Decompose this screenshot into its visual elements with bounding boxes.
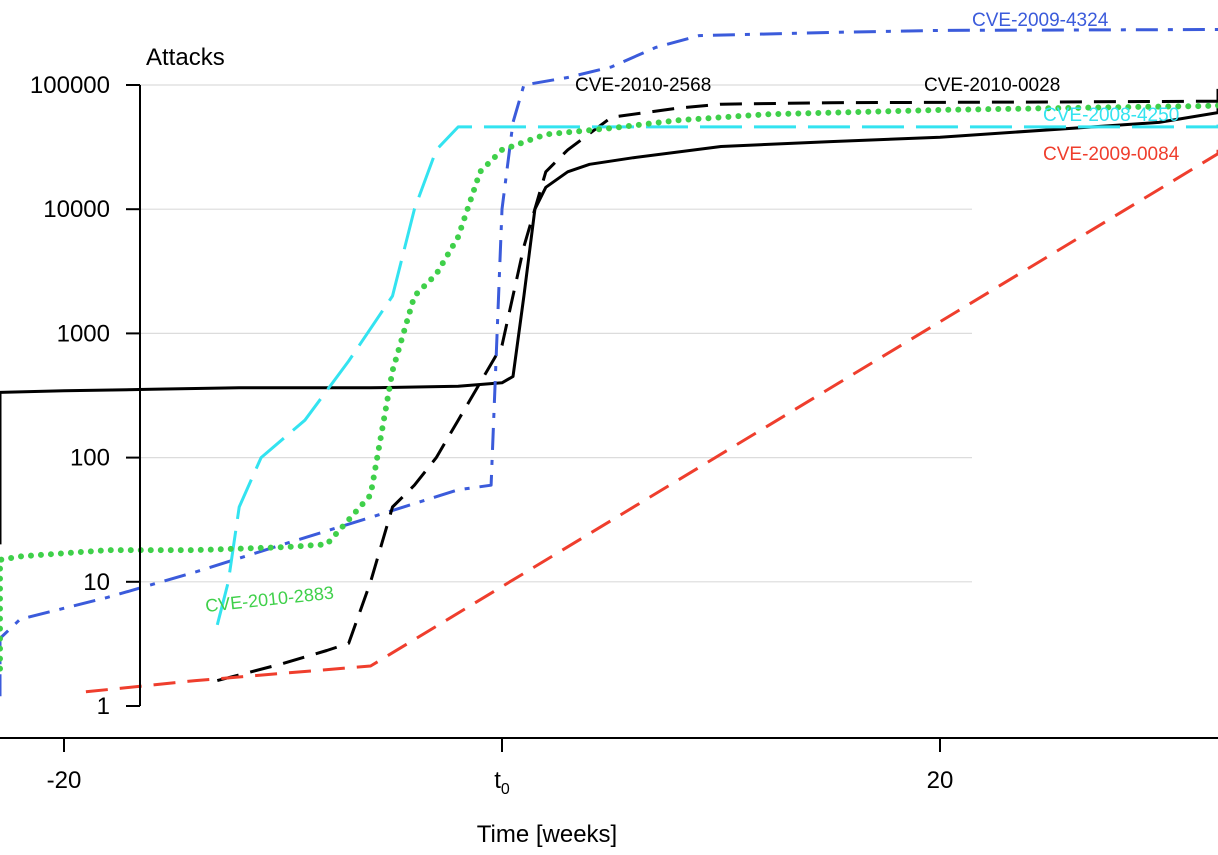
axes: [0, 84, 1218, 752]
y-tick-label: 100000: [30, 72, 110, 99]
x-axis-label: Time [weeks]: [477, 821, 617, 848]
series-layer: [0, 28, 1218, 697]
series-line-cve-2009-0084: [85, 146, 1218, 694]
gridlines: [140, 84, 972, 583]
series-label-cve-2010-0028: CVE-2010-0028: [924, 75, 1060, 96]
series-label-cve-2009-4324: CVE-2009-4324: [972, 10, 1109, 31]
series-line-cve-2010-2568: [216, 99, 1218, 683]
series-label-cve-2009-0084: CVE-2009-0084: [1043, 144, 1180, 165]
series-label-cve-2010-2568: CVE-2010-2568: [575, 75, 711, 96]
series-label-cve-2010-2883: CVE-2010-2883: [204, 583, 334, 616]
series-line-cve-2009-4324: [0, 28, 1218, 697]
labels: 110100100010000100000-60-40-20t020406080…: [30, 10, 1180, 848]
y-tick-label: 10000: [43, 196, 110, 223]
y-tick-label: 1: [97, 693, 110, 720]
x-tick-label: t0: [494, 767, 510, 798]
y-axis-label: Attacks: [146, 44, 225, 71]
y-tick-label: 100: [70, 445, 110, 472]
y-tick-label: 1000: [57, 320, 110, 347]
y-tick-label: 10: [83, 569, 110, 596]
x-tick-label: -20: [47, 767, 82, 794]
series-line-cve-2010-0028: [0, 88, 1218, 545]
series-line-cve-2010-2883: [0, 102, 1218, 672]
series-label-cve-2008-4250: CVE-2008-4250: [1043, 105, 1179, 126]
series-line-cve-2008-4250: [215, 124, 1218, 626]
x-tick-label: 20: [927, 767, 954, 794]
